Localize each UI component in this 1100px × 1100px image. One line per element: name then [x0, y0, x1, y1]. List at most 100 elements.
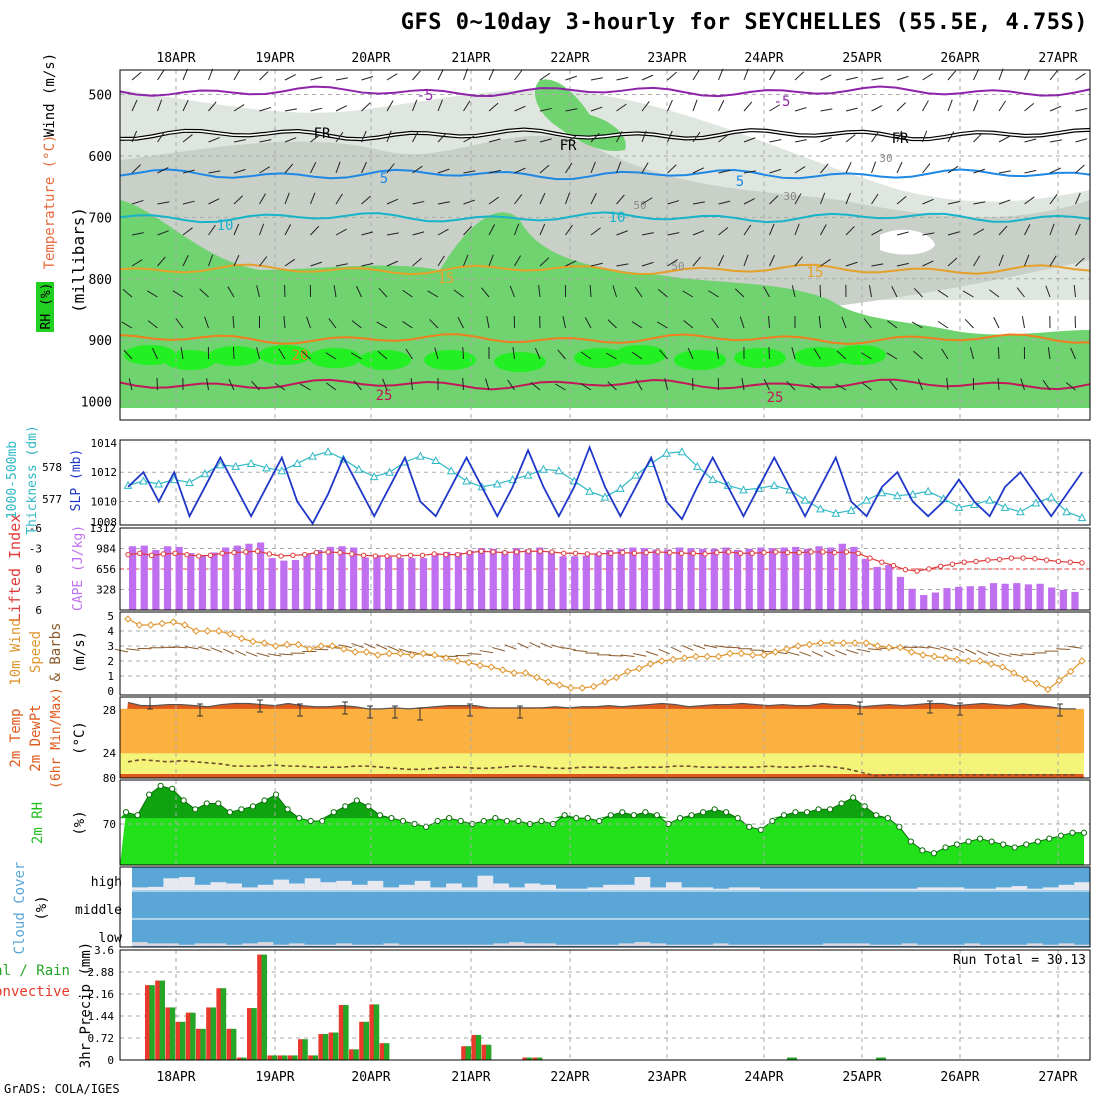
rh-point [215, 800, 222, 807]
thickness-point [554, 466, 564, 475]
thickness-point [539, 464, 548, 473]
wind-speed-point [453, 657, 462, 665]
lifted-index-point [243, 549, 249, 555]
cape-bar [617, 548, 625, 610]
cape-bar [361, 557, 369, 610]
wind-barb-10m [856, 648, 871, 653]
rh-point [584, 815, 591, 822]
rh-axis-label: RH (%) [39, 283, 54, 330]
wind-barb [998, 254, 1004, 267]
cloud-high-bar [917, 887, 933, 890]
rh-point [342, 803, 349, 810]
precip-tick: 0 [107, 1054, 114, 1067]
wind-barb-10m [222, 648, 235, 655]
wind-speed-point [851, 639, 859, 647]
wind-barb [667, 164, 677, 174]
date-tick-top: 26APR [940, 51, 979, 66]
wind-barb [896, 161, 903, 174]
wind-barb [1024, 254, 1030, 267]
wind-barb [335, 263, 348, 267]
wind-barb-10m [976, 650, 988, 657]
rh-point [826, 806, 834, 813]
cape-bar [536, 547, 544, 610]
wind-barb [791, 285, 796, 298]
minmax-errorbar [957, 702, 963, 716]
wind-speed-point [976, 657, 984, 665]
wind-barb [463, 199, 475, 205]
wind-barb [208, 101, 217, 112]
wind-barb [998, 68, 1004, 81]
wind-barb [565, 224, 573, 236]
wind-barb-10m [714, 645, 729, 648]
wind-barb [361, 161, 367, 174]
lifted-index-point [808, 549, 814, 555]
cape-bar [478, 548, 486, 610]
wind-speed-point [237, 634, 246, 643]
wind-barb-10m [987, 651, 1000, 657]
wind-barb [616, 76, 629, 81]
wind-barb [743, 224, 752, 236]
wind-barb [157, 230, 169, 236]
lifted-index-point [1020, 555, 1026, 561]
temperature-contour [119, 263, 1091, 276]
cloud-low-bar [320, 944, 337, 946]
wind-barb [845, 226, 855, 236]
wind-speed-point [953, 655, 961, 664]
cloud-low-bar [823, 943, 839, 946]
thickness-point [1046, 492, 1056, 501]
cloud-high-bar [634, 877, 651, 890]
rh-point [422, 823, 430, 830]
lifted-index-point [561, 550, 567, 556]
contour-label: 10 [609, 210, 626, 226]
wind-barb [794, 107, 807, 112]
cloud-high-bar [901, 888, 918, 890]
thickness-point [446, 466, 456, 475]
wind-barb [123, 349, 133, 360]
cloud-high-bar [132, 887, 148, 890]
wind-barb [284, 137, 297, 143]
cape-bar [140, 545, 148, 610]
rh-point [896, 823, 903, 830]
cloud-high-bar [854, 888, 871, 890]
contour-label: 10 [217, 218, 234, 234]
wind-speed-point [998, 663, 1007, 671]
wind-barb [284, 163, 294, 174]
wind-barb [361, 231, 374, 236]
cloud-low-bar [241, 943, 258, 946]
minmax-errorbar [392, 705, 398, 719]
cloud-low-bar [210, 943, 227, 946]
wind-panel-frame [119, 611, 1091, 696]
cape-bar [943, 588, 951, 610]
precip-total-bar [210, 1007, 216, 1060]
wind-barb [718, 169, 731, 174]
wind-barb [180, 347, 184, 360]
cape-bar [803, 548, 811, 610]
cape-bar [1048, 587, 1056, 610]
rh-point [977, 835, 984, 842]
wind-barb [481, 287, 490, 298]
cloud-low-bar [289, 943, 305, 946]
date-tick-bottom: 24APR [744, 1070, 783, 1085]
precip-tick: 1.44 [88, 1010, 115, 1023]
date-tick-top: 24APR [744, 51, 783, 66]
wind-speed-point [942, 654, 950, 662]
wind-barb [534, 347, 541, 360]
precip-convective-bar [522, 1057, 528, 1060]
wind-speed-point [669, 655, 677, 664]
rh-saturated-blob [794, 347, 846, 367]
wind-barb [488, 254, 494, 267]
wind-barb [1024, 102, 1035, 112]
wind-barb [871, 228, 883, 236]
lifted-index-point [490, 549, 496, 555]
rh-point [815, 806, 822, 813]
wind-speed-point [885, 643, 893, 652]
wind-barb [820, 108, 833, 112]
rh-saturated-blob [614, 345, 666, 365]
wind-barb [845, 134, 856, 143]
thickness-point [462, 476, 471, 485]
precip-convective-bar [298, 1039, 304, 1060]
lifted-index-point [619, 549, 626, 556]
wind-barb [1075, 138, 1088, 143]
cloud-high-bar [508, 887, 525, 890]
cape-bar [1059, 590, 1067, 610]
